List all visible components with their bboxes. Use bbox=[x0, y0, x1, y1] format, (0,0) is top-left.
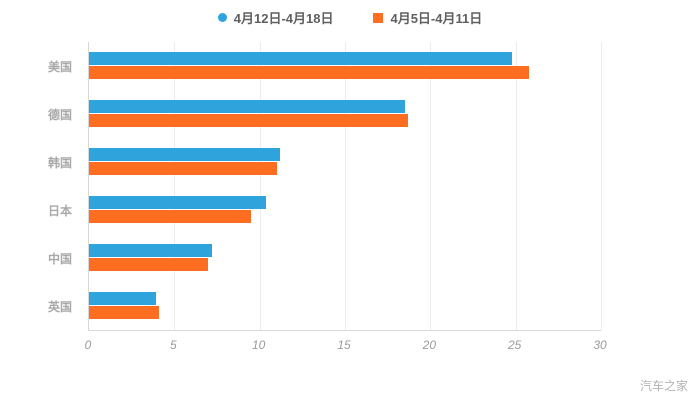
bar[interactable] bbox=[89, 306, 159, 319]
category-label-2: 韩国 bbox=[47, 155, 72, 170]
category-label-5: 英国 bbox=[47, 299, 72, 314]
x-axis-ticks: 0 5 10 15 20 25 30 bbox=[84, 336, 607, 356]
category-label-3: 日本 bbox=[47, 203, 72, 218]
gridline bbox=[345, 42, 346, 330]
legend-label-week2: 4月12日-4月18日 bbox=[233, 11, 334, 26]
bar[interactable] bbox=[89, 148, 281, 161]
bar-group-0 bbox=[89, 42, 601, 90]
legend-item-week1[interactable]: 4月5日-4月11日 bbox=[373, 8, 482, 27]
bar-group-5 bbox=[89, 282, 601, 330]
bar-group-2 bbox=[89, 138, 601, 186]
bar[interactable] bbox=[89, 162, 277, 175]
x-tick-label: 15 bbox=[337, 338, 351, 352]
gridline bbox=[601, 42, 602, 330]
bar[interactable] bbox=[89, 258, 209, 271]
bar[interactable] bbox=[89, 244, 212, 257]
gridline bbox=[259, 42, 261, 330]
category-label-0: 美国 bbox=[47, 59, 72, 74]
legend-label-week1: 4月5日-4月11日 bbox=[390, 11, 483, 26]
x-tick-label: 10 bbox=[251, 338, 266, 352]
bar[interactable] bbox=[89, 210, 252, 223]
x-tick-label: 25 bbox=[507, 338, 522, 352]
gridline bbox=[174, 42, 176, 330]
bar[interactable] bbox=[89, 52, 513, 65]
x-tick-label: 0 bbox=[84, 338, 92, 352]
legend-square-icon bbox=[373, 12, 384, 23]
category-label-1: 德国 bbox=[47, 107, 72, 122]
legend-item-week2[interactable]: 4月12日-4月18日 bbox=[217, 8, 334, 27]
legend-circle-icon bbox=[217, 13, 227, 22]
legend: 4月12日-4月18日 4月5日-4月11日 bbox=[0, 8, 700, 27]
category-axis: 美国德国韩国日本中国英国 bbox=[0, 42, 80, 330]
bar[interactable] bbox=[89, 292, 156, 305]
x-tick-label: 30 bbox=[593, 338, 607, 352]
gridline bbox=[515, 42, 517, 330]
bar[interactable] bbox=[89, 196, 267, 209]
bar[interactable] bbox=[89, 66, 530, 79]
bar-group-3 bbox=[89, 186, 601, 234]
x-tick-label: 5 bbox=[169, 338, 177, 352]
bar-group-1 bbox=[89, 90, 601, 138]
plot-area bbox=[88, 42, 602, 331]
bar-group-4 bbox=[89, 234, 601, 282]
watermark: 汽车之家 bbox=[639, 379, 688, 393]
bar[interactable] bbox=[89, 100, 405, 113]
x-tick-label: 20 bbox=[422, 338, 437, 352]
category-label-4: 中国 bbox=[47, 251, 72, 266]
gridline bbox=[430, 42, 432, 330]
bar[interactable] bbox=[89, 114, 409, 127]
